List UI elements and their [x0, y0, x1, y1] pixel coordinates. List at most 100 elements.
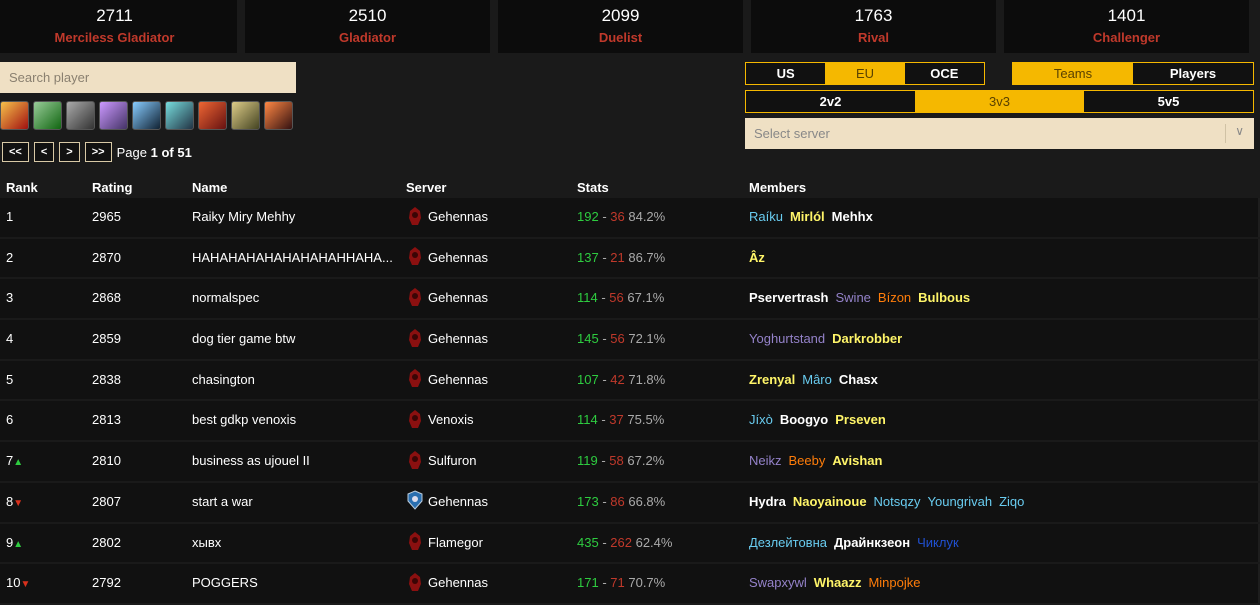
rating: 2868	[92, 290, 121, 306]
server-cell: Gehennas	[406, 287, 488, 307]
members-cell: Дезлейтовна Драйнкзеон Чиклук	[749, 535, 966, 550]
modes-option-teams[interactable]: Teams	[1013, 63, 1133, 84]
icon-class-4[interactable]	[99, 101, 128, 130]
table-row[interactable]: 2 2870 HAHAHAHAHAHAHAHAHHAHA... Gehennas 137…	[0, 238, 1260, 278]
table-row[interactable]: 5 2838 chasington Gehennas 107 - 42 71.8% Zre…	[0, 360, 1260, 400]
rank: 2	[6, 249, 14, 265]
member-link[interactable]: Raíku	[749, 209, 783, 224]
member-link[interactable]: Zrenyal	[749, 371, 796, 387]
regions-option-oce[interactable]: OCE	[904, 63, 984, 84]
member-link[interactable]: Avishan	[832, 453, 883, 469]
member-link[interactable]: Neikz	[749, 453, 782, 469]
member-link[interactable]: Beeby	[788, 453, 826, 469]
cutoff-title: Merciless Gladiator	[54, 30, 175, 45]
member-link[interactable]: Chasx	[838, 371, 878, 387]
team-name[interactable]: chasington	[192, 371, 255, 387]
team-name[interactable]: POGGERS	[192, 575, 258, 591]
column-header-stats[interactable]: Stats	[577, 180, 609, 195]
team-name[interactable]: хывх	[192, 534, 222, 550]
rank: 7	[6, 453, 14, 469]
server-name: Gehennas	[428, 249, 488, 265]
member-link[interactable]: Swine	[835, 290, 871, 306]
server-cell: Gehennas	[406, 206, 488, 226]
server-name: Gehennas	[428, 209, 488, 224]
icon-class-8[interactable]	[231, 101, 260, 130]
stats-cell: 173 - 86 66.8%	[577, 494, 665, 509]
icon-class-6[interactable]	[165, 101, 194, 130]
member-link[interactable]: Bízon	[877, 290, 912, 306]
cutoff-title: Rival	[857, 30, 890, 45]
losses: 56	[609, 290, 624, 306]
member-link[interactable]: Чиклук	[917, 534, 959, 550]
regions-option-us[interactable]: US	[746, 63, 826, 84]
icon-class-7[interactable]	[198, 101, 227, 130]
member-link[interactable]: Prseven	[835, 412, 886, 428]
icon-class-5[interactable]	[132, 101, 161, 130]
column-header-members[interactable]: Members	[749, 180, 807, 195]
wins: 171	[577, 575, 599, 591]
member-link[interactable]: Naoyainoue	[792, 493, 867, 509]
member-link[interactable]: Pservertrash	[749, 290, 829, 306]
member-link[interactable]: Jíxò	[749, 412, 773, 428]
brackets-option-2v2[interactable]: 2v2	[746, 91, 915, 112]
column-header-server[interactable]: Server	[406, 180, 447, 195]
page-label: Page	[116, 144, 147, 160]
brackets-option-3v3[interactable]: 3v3	[915, 91, 1084, 112]
first-page-button[interactable]: <<	[2, 142, 29, 162]
member-link[interactable]: Boogyo	[779, 412, 829, 428]
rating: 2792	[92, 575, 121, 591]
table-row[interactable]: 4 2859 dog tier game btw Gehennas 145 - 56 7…	[0, 320, 1260, 359]
icon-class-9[interactable]	[264, 101, 293, 130]
member-link[interactable]: Ziqo	[999, 493, 1025, 509]
member-link[interactable]: Minpojke	[868, 575, 921, 591]
icon-class-2[interactable]	[33, 101, 62, 130]
member-link[interactable]: Darkrobber	[832, 331, 903, 347]
last-page-button[interactable]: >>	[84, 142, 112, 162]
member-link[interactable]: Hydra	[749, 493, 786, 509]
column-header-rating[interactable]: Rating	[92, 180, 133, 195]
team-name[interactable]: normalspec	[192, 290, 260, 306]
search-player-input[interactable]	[0, 62, 296, 93]
member-link[interactable]: Bulbous	[918, 290, 971, 306]
member-link[interactable]: Swapxywl	[749, 575, 807, 591]
member-link[interactable]: Драйнкзеон	[834, 534, 911, 550]
member-link[interactable]: Mehhx	[831, 209, 873, 224]
win-percentage: 67.1%	[627, 290, 665, 306]
member-link[interactable]: Дезлейтовна	[749, 534, 827, 550]
next-page-button[interactable]: >	[59, 142, 80, 162]
column-header-rank[interactable]: Rank	[6, 180, 38, 195]
alliance-icon	[406, 490, 424, 511]
server-select[interactable]: Select server ∨	[745, 118, 1254, 149]
server-name: Sulfuron	[428, 453, 477, 469]
member-link[interactable]: Youngrivah	[927, 493, 993, 509]
regions-option-eu[interactable]: EU	[825, 63, 905, 84]
team-name[interactable]: HAHAHAHAHAHAHAHAHHAHA...	[192, 249, 393, 265]
losses: 36	[610, 209, 625, 224]
icon-class-1[interactable]	[0, 101, 29, 130]
table-row[interactable]: 7▲ 2810 business as ujouel II Sulfuron 119 -…	[0, 442, 1260, 481]
member-link[interactable]: Notsqzy	[873, 493, 921, 509]
table-row[interactable]: 10▼ 2792 POGGERS Gehennas 171 - 71 70.7% Swap…	[0, 564, 1260, 603]
team-name[interactable]: dog tier game btw	[192, 331, 296, 347]
brackets-option-5v5[interactable]: 5v5	[1084, 91, 1253, 112]
table-row[interactable]: 9▲ 2802 хывх Flamegor 435 - 262 62.4% Дезлейт…	[0, 523, 1260, 563]
member-link[interactable]: Mirlól	[789, 209, 825, 224]
team-name[interactable]: best gdkp venoxis	[192, 412, 297, 428]
modes-option-players[interactable]: Players	[1133, 63, 1253, 84]
table-row[interactable]: 3 2868 normalspec Gehennas 114 - 56 67.1% Pse…	[0, 279, 1260, 319]
prev-page-button[interactable]: <	[33, 142, 55, 162]
team-name[interactable]: Raiky Miry Mehhy	[192, 209, 296, 224]
icon-class-3[interactable]	[66, 101, 95, 130]
member-link[interactable]: Âz	[749, 249, 765, 265]
team-name[interactable]: start a war	[192, 493, 253, 509]
member-link[interactable]: Whaazz	[813, 575, 862, 591]
losses: 21	[610, 249, 625, 265]
team-name[interactable]: business as ujouel II	[192, 453, 310, 469]
table-row[interactable]: 8▼ 2807 start a war Gehennas 173 - 86 66.8% H…	[0, 482, 1260, 522]
member-link[interactable]: Mâro	[802, 371, 832, 387]
column-header-name[interactable]: Name	[192, 180, 228, 195]
table-row[interactable]: 6 2813 best gdkp venoxis Venoxis 114 - 37 75…	[0, 401, 1260, 441]
table-row[interactable]: 1 2965 Raiky Miry Mehhy Gehennas 192 - 36 84…	[0, 198, 1260, 237]
rank-cell: 4	[6, 331, 13, 346]
member-link[interactable]: Yoghurtstand	[749, 331, 826, 347]
